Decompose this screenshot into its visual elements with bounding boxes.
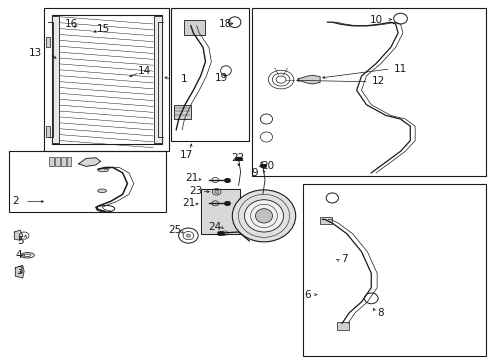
Text: 11: 11 (393, 64, 407, 74)
Bar (173, 105, 190, 119)
Text: 10: 10 (369, 15, 382, 26)
Bar (45, 37, 50, 47)
Bar (154, 16, 161, 143)
Polygon shape (298, 75, 320, 84)
Text: 21: 21 (182, 198, 195, 208)
Text: 22: 22 (231, 153, 244, 163)
Text: 12: 12 (371, 76, 385, 86)
Polygon shape (14, 230, 22, 240)
Bar (52, 15, 161, 144)
Bar (49, 157, 54, 166)
Ellipse shape (232, 190, 295, 242)
Bar (183, 21, 205, 35)
Text: 24: 24 (208, 222, 222, 231)
Text: 19: 19 (214, 73, 227, 83)
Bar (251, 8, 485, 176)
Polygon shape (15, 265, 24, 278)
Bar (171, 8, 249, 140)
Bar (61, 157, 65, 166)
Text: 21: 21 (185, 173, 198, 183)
Text: 5: 5 (17, 236, 23, 246)
Text: 9: 9 (250, 168, 257, 178)
Text: 14: 14 (138, 66, 151, 76)
Bar (43, 8, 168, 151)
Text: 4: 4 (16, 250, 22, 260)
Text: 16: 16 (64, 19, 78, 29)
Polygon shape (200, 189, 239, 234)
Bar (303, 184, 485, 356)
Ellipse shape (244, 200, 283, 232)
Bar (67, 157, 71, 166)
Bar (336, 322, 348, 330)
Text: 1: 1 (181, 74, 187, 84)
Text: 18: 18 (218, 19, 231, 29)
Text: 3: 3 (16, 266, 22, 276)
Bar (9, 151, 166, 212)
Text: 2: 2 (12, 196, 19, 206)
Text: 17: 17 (179, 150, 192, 160)
Text: 23: 23 (189, 186, 202, 196)
Text: 20: 20 (261, 161, 274, 171)
Circle shape (214, 190, 218, 193)
Ellipse shape (186, 234, 190, 237)
Text: 7: 7 (341, 254, 347, 264)
Bar (238, 198, 273, 209)
Text: 6: 6 (304, 290, 310, 300)
Ellipse shape (98, 168, 108, 172)
Text: 8: 8 (377, 308, 384, 318)
Ellipse shape (255, 209, 272, 223)
Text: 25: 25 (168, 225, 182, 235)
Bar (55, 157, 60, 166)
Text: 15: 15 (96, 24, 109, 35)
Bar (45, 126, 50, 137)
Text: 13: 13 (29, 48, 42, 58)
Ellipse shape (98, 189, 106, 193)
Polygon shape (79, 158, 101, 166)
Bar (319, 217, 331, 224)
Bar (238, 209, 264, 221)
Bar (52, 16, 59, 143)
